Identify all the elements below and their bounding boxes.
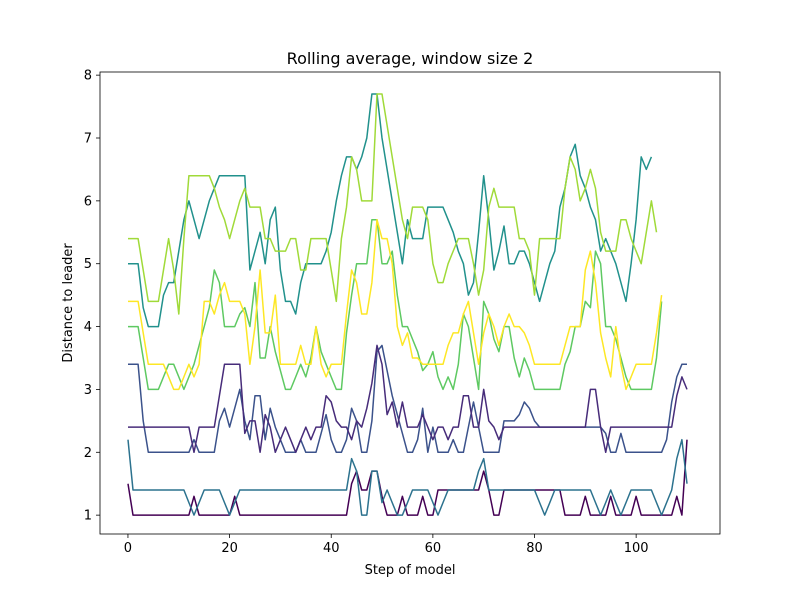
plot-frame — [99, 71, 721, 535]
series-line-1 — [127, 439, 688, 516]
series-line-7 — [128, 93, 658, 315]
y-tick-label: 2 — [84, 446, 92, 461]
x-axis: 0 20 40 60 80 100 — [124, 534, 649, 556]
x-tick-label: 20 — [221, 541, 238, 556]
x-tick-label: 60 — [425, 541, 442, 556]
x-tick-label: 100 — [624, 541, 649, 556]
y-tick-label: 5 — [84, 257, 92, 272]
y-tick-label: 8 — [84, 69, 92, 84]
series-line-8 — [128, 218, 663, 391]
y-tick-label: 6 — [84, 194, 92, 209]
series-line-3 — [128, 344, 688, 454]
series-line-6 — [128, 218, 663, 391]
series-line-4 — [127, 438, 688, 516]
y-tick-label: 1 — [84, 509, 92, 524]
x-tick-label: 80 — [526, 541, 543, 556]
y-axis: 1 2 3 4 5 6 7 8 — [84, 69, 100, 524]
x-tick-label: 0 — [124, 541, 132, 556]
chart-title: Rolling average, window size 2 — [287, 49, 534, 68]
y-tick-label: 3 — [84, 383, 92, 398]
series-line-2 — [128, 344, 687, 454]
x-tick-label: 40 — [323, 541, 340, 556]
y-axis-label: Distance to leader — [61, 243, 76, 363]
y-tick-label: 4 — [84, 320, 92, 335]
x-axis-label: Step of model — [365, 563, 456, 578]
plot-series-group — [127, 93, 688, 516]
y-tick-label: 7 — [84, 132, 92, 147]
